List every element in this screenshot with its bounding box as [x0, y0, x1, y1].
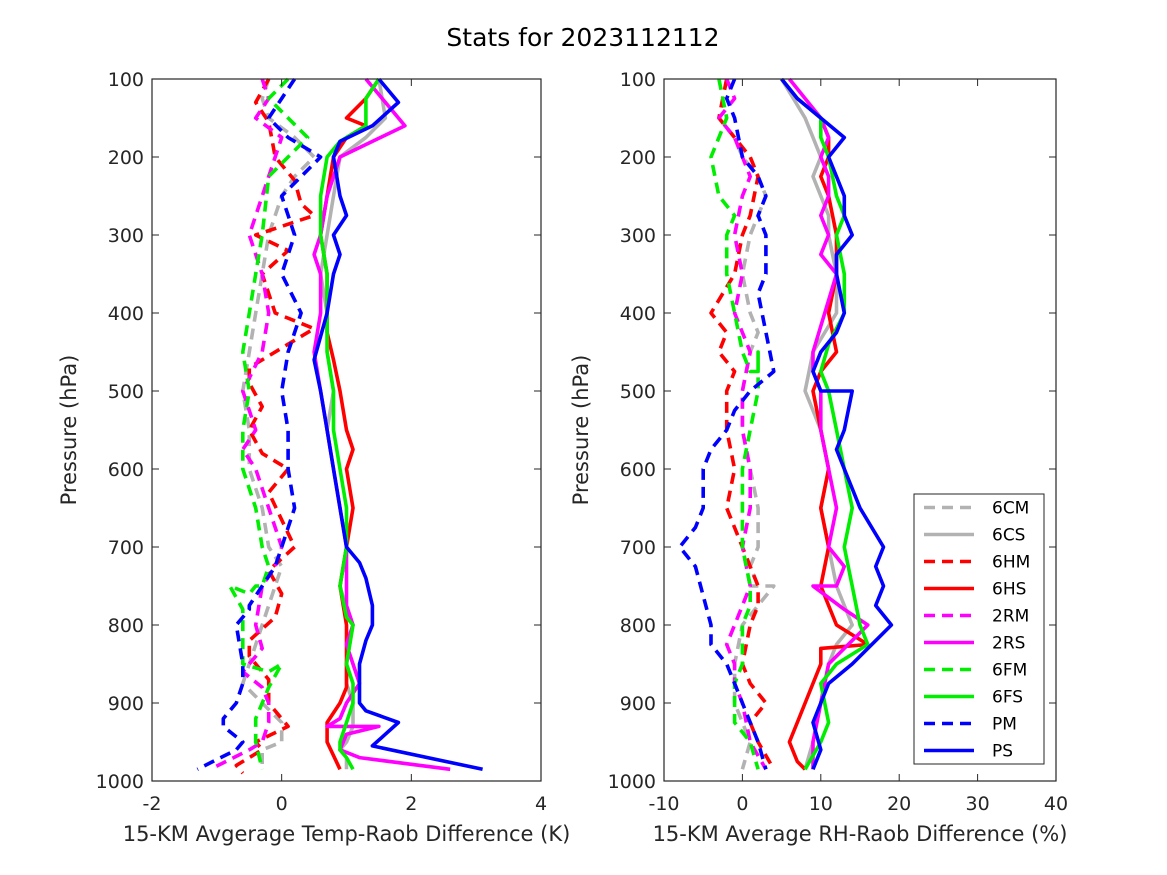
legend: 6CM 6CS 6HM 6HS 2RM 2RS 6FM 6FS PM PS	[913, 493, 1045, 765]
rh-y-tick-label: 500	[620, 381, 656, 403]
temp-series-6fs	[318, 78, 381, 771]
temp-series-pm	[196, 78, 323, 771]
figure-title: Stats for 2023112112	[446, 23, 719, 52]
rh-series-ps	[780, 77, 894, 770]
legend-label-6hs: 6HS	[992, 580, 1026, 600]
rh-y-tick-label: 600	[620, 459, 656, 481]
temp-y-tick-label: 400	[108, 303, 144, 325]
temp-x-tick-label: 2	[405, 793, 417, 815]
temp-series-2rm	[209, 78, 284, 771]
temp-series-6fm	[228, 77, 310, 770]
rh-y-tick-label: 400	[620, 303, 656, 325]
temp-panel: -2 0 2 4 100 200 300 400 500 600 700 800 900 1000 15-…	[57, 69, 570, 846]
temp-series-6cm	[241, 78, 316, 770]
temp-y-tick-label: 500	[108, 381, 144, 403]
temp-ticks: -2 0 2 4 100 200 300 400 500 600 700 800 900 1000	[96, 69, 547, 815]
legend-label-6cs: 6CS	[992, 526, 1025, 546]
legend-label-6fs: 6FS	[992, 688, 1023, 708]
temp-y-tick-label: 300	[108, 225, 144, 247]
rh-x-tick-label: 40	[1044, 793, 1068, 815]
temp-x-tick-label: 4	[535, 793, 547, 815]
rh-x-tick-label: 30	[966, 793, 990, 815]
rh-plot-area	[677, 77, 894, 771]
rh-ticks: -10 0 10 20 30 40 100 200 300 400 500 600 700 800 900 1…	[608, 69, 1068, 815]
rh-x-tick-label: 10	[809, 793, 833, 815]
temp-series-ps	[312, 77, 483, 772]
temp-x-axis-label: 15-KM Avgerage Temp-Raob Difference (K)	[123, 822, 571, 846]
temp-y-tick-label: 600	[108, 459, 144, 481]
rh-y-tick-label: 100	[620, 69, 656, 91]
rh-y-tick-label: 900	[620, 693, 656, 715]
temp-y-tick-label: 200	[108, 147, 144, 169]
rh-y-tick-label: 300	[620, 225, 656, 247]
temp-x-tick-label: -2	[143, 793, 162, 815]
rh-panel: -10 0 10 20 30 40 100 200 300 400 500 600 700 800 900 1…	[569, 69, 1068, 846]
rh-axes-frame	[663, 78, 1057, 782]
rh-y-tick-label: 700	[620, 537, 656, 559]
temp-y-tick-label: 700	[108, 537, 144, 559]
temp-y-axis-label: Pressure (hPa)	[57, 355, 81, 506]
rh-x-tick-label: -10	[648, 793, 679, 815]
temp-plot-area	[196, 77, 483, 775]
legend-label-6hm: 6HM	[992, 553, 1030, 573]
legend-label-2rs: 2RS	[992, 634, 1025, 654]
rh-y-tick-label: 200	[620, 147, 656, 169]
temp-y-tick-label: 800	[108, 615, 144, 637]
legend-label-ps: PS	[992, 742, 1013, 762]
rh-series-pm	[677, 78, 776, 770]
rh-series-6fm	[709, 78, 760, 770]
temp-x-tick-label: 0	[276, 793, 288, 815]
rh-y-axis-label: Pressure (hPa)	[569, 355, 593, 506]
temp-series-6hm	[234, 78, 316, 775]
legend-label-6fm: 6FM	[992, 661, 1027, 681]
temp-axes-frame	[151, 78, 542, 782]
legend-box	[913, 493, 1045, 765]
temp-y-tick-label: 900	[108, 693, 144, 715]
legend-label-pm: PM	[992, 715, 1017, 735]
temp-y-tick-label: 100	[108, 69, 144, 91]
rh-y-tick-label: 800	[620, 615, 656, 637]
temp-y-tick-label: 1000	[96, 771, 144, 793]
legend-label-6cm: 6CM	[992, 499, 1029, 519]
rh-series-2rm	[717, 78, 768, 771]
rh-y-tick-label: 1000	[608, 771, 656, 793]
rh-series-6cm	[717, 78, 776, 770]
rh-x-axis-label: 15-KM Average RH-Raob Difference (%)	[653, 822, 1068, 846]
rh-x-tick-label: 20	[887, 793, 911, 815]
legend-label-2rm: 2RM	[992, 607, 1029, 627]
rh-series-6cs	[780, 78, 855, 770]
rh-x-tick-label: 0	[736, 793, 748, 815]
